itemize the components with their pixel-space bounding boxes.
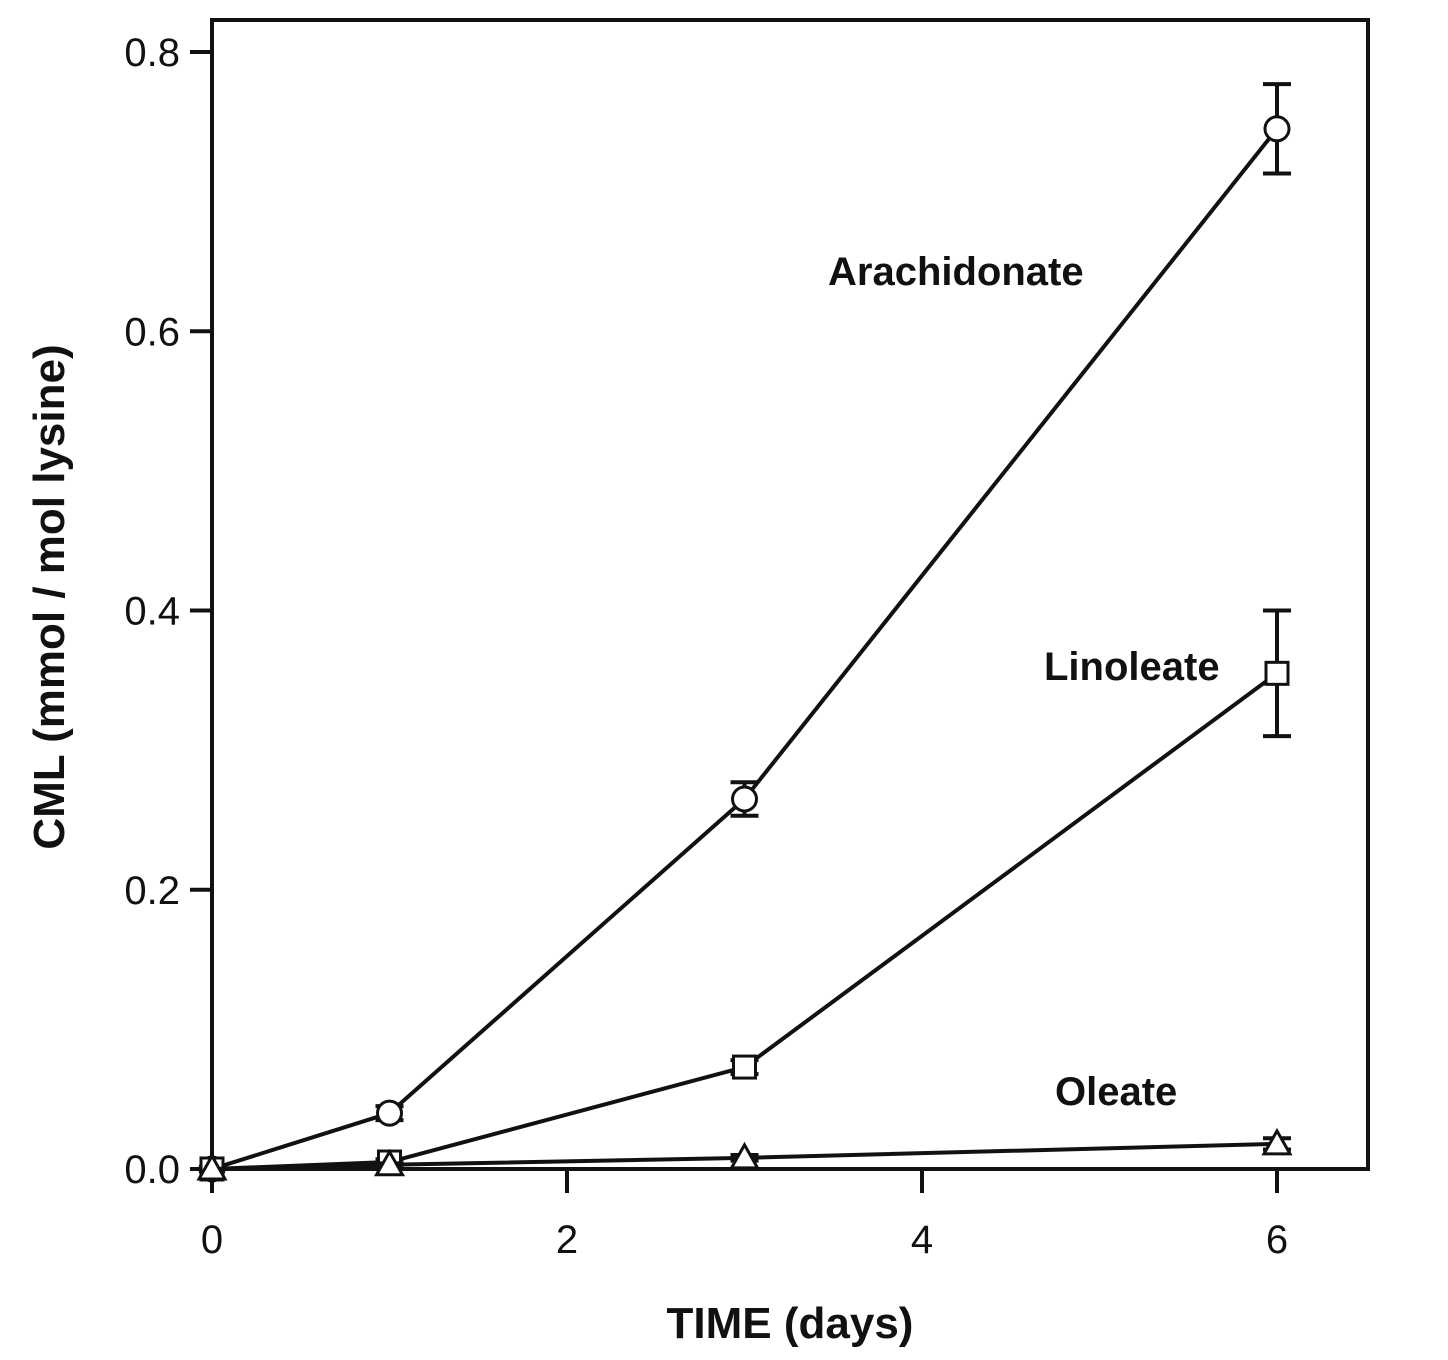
point-arachidonate-2 (731, 785, 758, 813)
y-tick-label-4: 0.8 (124, 31, 180, 75)
x-tick-label-1: 2 (556, 1218, 578, 1262)
y-tick-label-1: 0.2 (124, 869, 180, 913)
series-arachidonate (198, 82, 1291, 1183)
axis-ticks: 0.0 0.2 0.4 0.6 0.8 0 2 4 6 (124, 31, 1288, 1262)
point-arachidonate-1 (376, 1099, 403, 1127)
y-tick-label-2: 0.4 (124, 590, 180, 634)
series-line-arachidonate (211, 127, 1279, 1171)
x-axis-title: TIME (days) (667, 1299, 914, 1348)
point-oleate-0 (196, 1152, 228, 1181)
y-axis-title: CML (mmol / mol lysine) (25, 344, 74, 849)
point-oleate-1 (373, 1148, 406, 1177)
series-oleate (196, 1127, 1293, 1181)
series-layer (196, 82, 1293, 1183)
point-linoleate-2 (732, 1054, 757, 1080)
point-linoleate-3 (1264, 660, 1290, 686)
series-label-arachidonate: Arachidonate (828, 250, 1084, 294)
y-tick-label-3: 0.6 (124, 310, 180, 354)
x-tick-label-3: 6 (1266, 1218, 1288, 1262)
series-line-oleate (211, 1141, 1278, 1171)
series-label-linoleate: Linoleate (1044, 645, 1220, 689)
series-label-oleate: Oleate (1055, 1070, 1177, 1114)
x-tick-label-2: 4 (911, 1218, 933, 1262)
y-tick-label-0: 0.0 (124, 1148, 180, 1192)
point-arachidonate-3 (1263, 115, 1291, 143)
point-oleate-2 (728, 1141, 761, 1170)
point-oleate-3 (1261, 1127, 1293, 1156)
x-tick-label-0: 0 (201, 1218, 223, 1262)
plot-frame (210, 18, 1370, 1171)
